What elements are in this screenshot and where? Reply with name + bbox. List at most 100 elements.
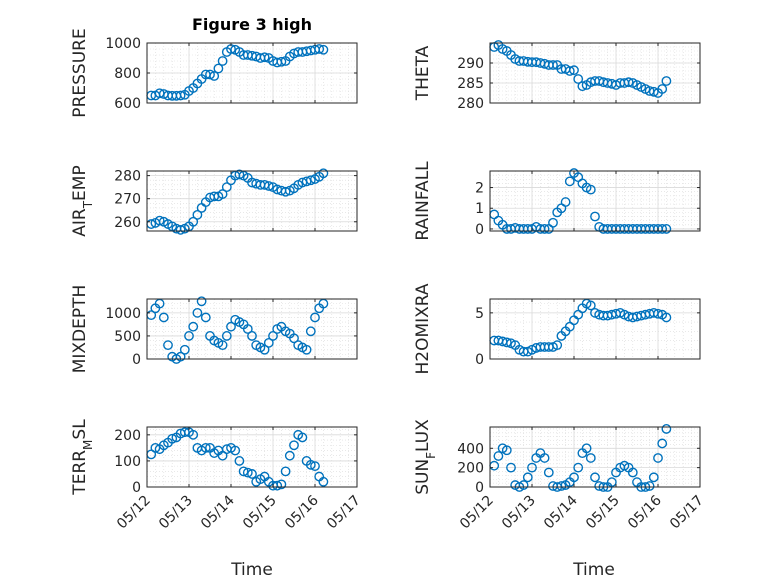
data-point	[318, 476, 329, 487]
data-point	[192, 209, 203, 220]
data-point	[661, 424, 672, 434]
y-axis-label: TERRMSL	[70, 419, 95, 496]
data-point	[585, 300, 596, 311]
y-axis-label: H2OMIXRA	[413, 283, 433, 374]
data-point	[581, 443, 592, 454]
data-point	[585, 184, 596, 195]
x-tick-label: 05/14	[541, 492, 581, 532]
axes-box	[146, 170, 358, 232]
data-point	[305, 175, 316, 186]
y-axis-label: MIXDEPTH	[70, 285, 90, 374]
data-point	[200, 442, 211, 453]
x-axis-label-left: Time	[230, 560, 273, 580]
data-point	[501, 445, 512, 456]
x-tick-label: 05/13	[499, 493, 539, 533]
data-point	[573, 462, 584, 473]
data-point	[305, 326, 316, 337]
data-point	[209, 71, 220, 81]
data-point	[657, 84, 668, 94]
data-point	[310, 461, 320, 472]
y-axis-label: SUNFLUX	[413, 419, 438, 495]
data-point	[623, 77, 634, 88]
data-point	[314, 44, 325, 54]
subplot-terr-msl: 0 100 200 TERRMSL 05/12 05/13 05/14 05/15 05/16 0…	[70, 419, 364, 533]
subplot-h2omixra: 0 5 H2OMIXRA	[413, 283, 701, 375]
axes-box	[146, 426, 358, 488]
y-tick-label: 270	[114, 192, 141, 208]
x-tick-label: 05/15	[583, 493, 623, 533]
data-point	[259, 52, 270, 63]
subplot-theta: 280 285 290 THETA	[413, 40, 701, 112]
y-tick-label: 0	[475, 352, 484, 368]
data-point	[661, 224, 672, 234]
y-tick-label: 0	[475, 480, 484, 496]
y-tick-label: 290	[457, 56, 484, 72]
y-tick-label: 800	[114, 66, 141, 82]
data-point	[506, 462, 516, 473]
data-point	[175, 224, 186, 235]
y-tick-label: 600	[114, 96, 141, 112]
subplot-sun-flux: 0 200 400 SUNFLUX 05/12 05/13 05/14 05/15 05/16 0…	[413, 419, 707, 533]
y-axis-label: RAINFALL	[413, 161, 433, 241]
data-point	[205, 69, 215, 80]
data-point	[163, 340, 173, 351]
x-tick-label: 05/16	[625, 492, 665, 532]
data-point	[259, 344, 270, 355]
y-tick-label: 5	[475, 306, 484, 322]
data-point	[192, 307, 203, 318]
data-point	[221, 182, 232, 193]
x-tick-label: 05/17	[667, 493, 707, 533]
data-point	[543, 467, 554, 478]
y-tick-label: 280	[457, 96, 484, 112]
subplot-air-temp: 260 270 280 AIRTEMP	[70, 165, 358, 237]
data-point	[280, 186, 291, 197]
data-point	[569, 472, 579, 483]
data-point	[590, 211, 600, 222]
data-point	[493, 451, 504, 461]
data-point	[539, 453, 550, 463]
data-point	[179, 344, 190, 355]
data-point	[289, 440, 299, 451]
data-point	[188, 216, 199, 227]
data-point	[217, 56, 228, 66]
data-point	[276, 479, 287, 490]
data-point	[297, 432, 308, 443]
data-point	[247, 469, 257, 479]
data-point	[627, 467, 638, 478]
data-point	[539, 224, 550, 234]
data-point	[179, 427, 190, 438]
y-tick-label: 0	[475, 222, 484, 238]
data-point	[489, 460, 500, 471]
data-point	[653, 453, 663, 463]
data-point	[577, 81, 588, 92]
data-point	[196, 296, 207, 307]
data-point	[606, 477, 617, 488]
subplot-mixdepth: 0 500 1000 MIXDEPTH	[70, 285, 358, 374]
y-tick-label: 200	[114, 428, 141, 444]
data-point	[175, 351, 186, 362]
data-point	[184, 331, 194, 341]
data-point	[648, 86, 659, 97]
data-point	[289, 333, 299, 344]
data-point	[661, 312, 672, 323]
subplot-rainfall: 0 1 2 RAINFALL	[413, 161, 701, 241]
y-tick-label: 260	[114, 215, 141, 231]
data-point	[238, 466, 249, 477]
y-tick-label: 1000	[105, 36, 141, 52]
data-point	[590, 472, 600, 483]
x-tick-label: 05/13	[156, 493, 196, 533]
data-point	[217, 189, 228, 199]
data-point	[522, 472, 533, 483]
data-point	[501, 337, 512, 348]
data-point	[310, 312, 320, 323]
y-axis-label: THETA	[413, 45, 433, 101]
y-tick-label: 400	[457, 441, 484, 457]
axes-box	[489, 298, 701, 360]
data-point	[247, 331, 257, 341]
data-point	[268, 331, 278, 341]
data-point	[226, 321, 236, 332]
data-point	[200, 312, 211, 323]
axes-box	[489, 426, 701, 488]
